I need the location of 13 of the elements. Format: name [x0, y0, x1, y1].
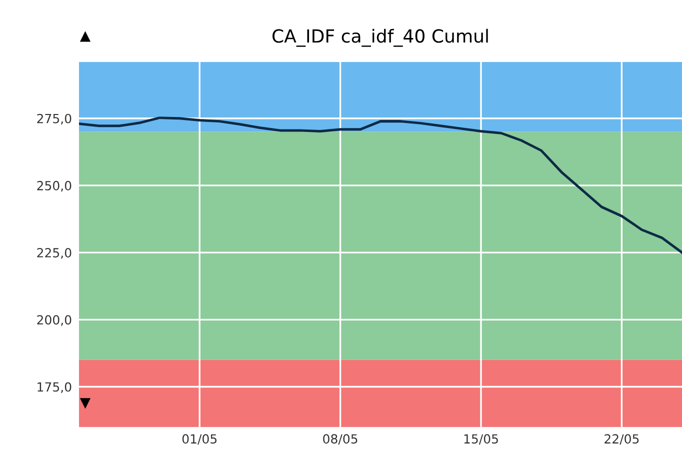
y-tick-label: 200,0: [37, 315, 72, 326]
line-series: [79, 116, 682, 254]
text: ▲: [80, 31, 91, 42]
x-tick-label: 08/05: [323, 434, 358, 445]
y-tick-label: 275,0: [37, 114, 72, 125]
x-tick-label: 15/05: [464, 434, 498, 445]
y-tick-label: 250,0: [37, 180, 72, 192]
x-tick-label: 22/05: [604, 434, 639, 445]
x-tick-label: 01/05: [182, 434, 217, 445]
chart-title: CA_IDF ca_idf_40 Cumul: [272, 28, 488, 47]
annotation: ▼: [80, 398, 91, 409]
y-tick-label: 225,0: [37, 248, 72, 259]
y-tick-label: 175,0: [38, 382, 72, 393]
